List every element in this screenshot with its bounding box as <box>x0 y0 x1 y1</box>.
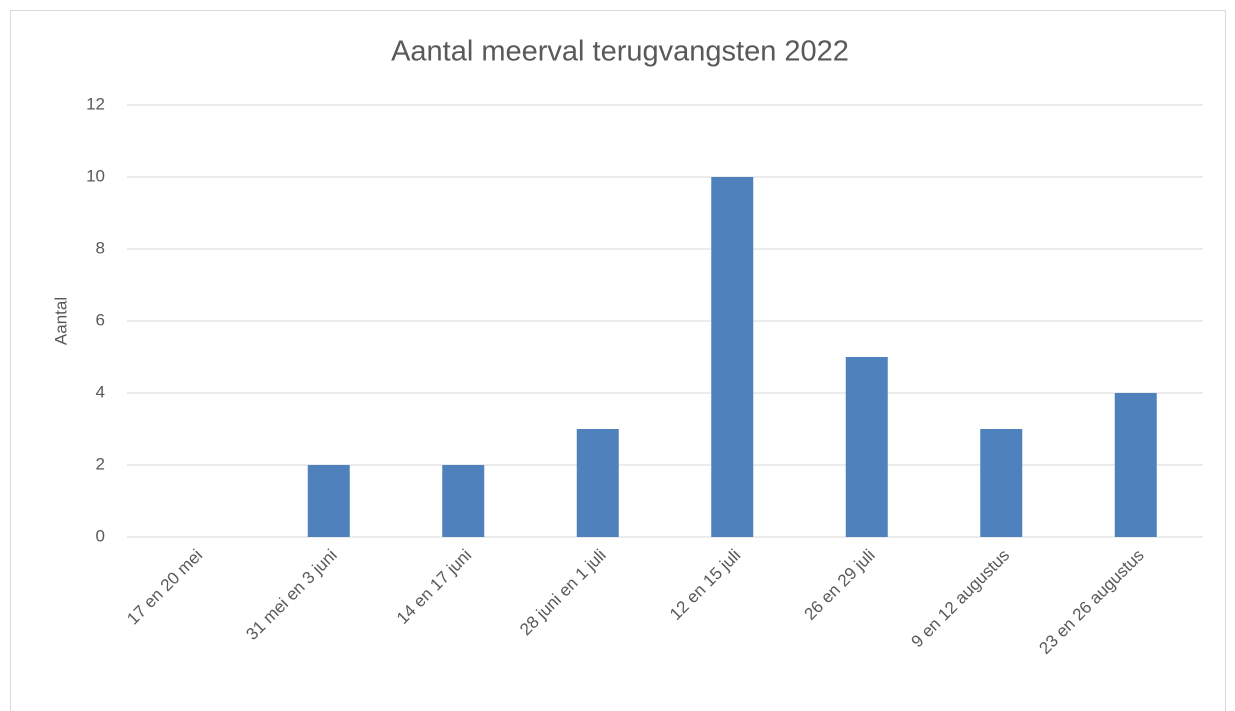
chart-title: Aantal meerval terugvangsten 2022 <box>391 36 849 68</box>
y-axis-label: Aantal <box>51 297 70 345</box>
bar <box>442 465 485 537</box>
bar <box>845 357 888 537</box>
bar <box>980 429 1023 537</box>
y-tick-label: 0 <box>96 526 105 545</box>
bar <box>1114 393 1157 537</box>
y-tick-label: 8 <box>96 238 105 257</box>
y-tick-label: 6 <box>96 310 105 329</box>
bar <box>307 465 350 537</box>
chart-border <box>10 10 1226 711</box>
bar <box>711 177 754 537</box>
y-tick-label: 12 <box>86 94 105 113</box>
bar <box>576 429 619 537</box>
y-tick-label: 10 <box>86 166 105 185</box>
y-tick-label: 2 <box>96 454 105 473</box>
y-tick-label: 4 <box>96 382 105 401</box>
